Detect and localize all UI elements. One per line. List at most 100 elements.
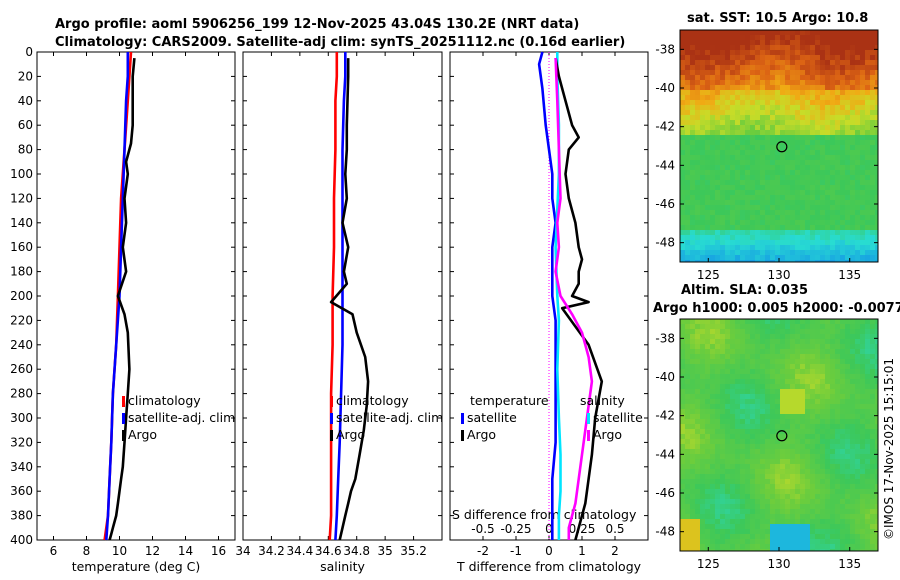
map-cell bbox=[785, 544, 791, 550]
map-cell bbox=[795, 404, 801, 410]
map-cell bbox=[850, 464, 856, 470]
map-cell bbox=[685, 205, 691, 211]
map-cell bbox=[740, 464, 746, 470]
map-cell bbox=[690, 354, 696, 360]
map-cell bbox=[760, 260, 766, 262]
map-cell bbox=[855, 399, 861, 405]
map-cell bbox=[845, 429, 851, 435]
y-tick-label: 280 bbox=[10, 387, 33, 401]
map-cell bbox=[860, 339, 866, 345]
map-cell bbox=[770, 255, 776, 261]
map-cell bbox=[840, 230, 846, 236]
map-cell bbox=[685, 30, 691, 36]
map-cell bbox=[820, 414, 826, 420]
map-cell bbox=[860, 190, 866, 196]
map-cell bbox=[800, 434, 806, 440]
map-cell bbox=[860, 479, 866, 485]
map-cell bbox=[735, 205, 741, 211]
map-cell bbox=[855, 210, 861, 216]
map-cell bbox=[715, 80, 721, 86]
map-cell bbox=[840, 135, 846, 141]
map-cell bbox=[870, 30, 876, 36]
map-cell bbox=[755, 130, 761, 136]
map-cell bbox=[870, 210, 876, 216]
map-cell bbox=[875, 225, 878, 231]
map-cell bbox=[710, 409, 716, 415]
map-cell bbox=[695, 524, 701, 530]
map-cell bbox=[830, 419, 836, 425]
map-cell bbox=[750, 255, 756, 261]
map-cell bbox=[775, 110, 781, 116]
x-axis-label: temperature (deg C) bbox=[72, 559, 201, 574]
map-cell bbox=[865, 155, 871, 161]
map-cell bbox=[680, 509, 686, 515]
map-cell bbox=[850, 85, 856, 91]
map-cell bbox=[855, 454, 861, 460]
map-cell bbox=[845, 250, 851, 256]
map-cell bbox=[710, 40, 716, 46]
map-cell bbox=[685, 175, 691, 181]
map-cell bbox=[705, 424, 711, 430]
map-cell bbox=[700, 105, 706, 111]
map-cell bbox=[780, 150, 786, 156]
map-cell bbox=[810, 35, 816, 41]
map-cell bbox=[775, 40, 781, 46]
map-cell bbox=[830, 344, 836, 350]
map-cell bbox=[755, 509, 761, 515]
map-cell bbox=[820, 220, 826, 226]
map-cell bbox=[770, 90, 776, 96]
map-cell bbox=[805, 80, 811, 86]
map-cell bbox=[830, 220, 836, 226]
map-cell bbox=[815, 459, 821, 465]
map-cell bbox=[715, 195, 721, 201]
map-cell bbox=[760, 145, 766, 151]
map-cell bbox=[685, 225, 691, 231]
x-tick-label: 34 bbox=[235, 544, 250, 558]
map-cell bbox=[795, 105, 801, 111]
map-cell bbox=[755, 494, 761, 500]
map-cell bbox=[795, 50, 801, 56]
map-cell bbox=[740, 165, 746, 171]
map-cell bbox=[840, 359, 846, 365]
map-cell bbox=[870, 205, 876, 211]
map-cell bbox=[815, 75, 821, 81]
map-cell bbox=[725, 414, 731, 420]
map-cell bbox=[845, 339, 851, 345]
map-cell bbox=[685, 524, 691, 530]
map-cell bbox=[825, 125, 831, 131]
map-cell bbox=[720, 135, 726, 141]
map-cell bbox=[810, 45, 816, 51]
map-cell bbox=[830, 195, 836, 201]
map-cell bbox=[785, 105, 791, 111]
map-cell bbox=[725, 409, 731, 415]
map-cell bbox=[720, 389, 726, 395]
map-cell bbox=[790, 529, 796, 535]
map-cell bbox=[785, 230, 791, 236]
map-cell bbox=[810, 200, 816, 206]
map-cell bbox=[730, 245, 736, 251]
map-cell bbox=[820, 50, 826, 56]
map-cell bbox=[780, 195, 786, 201]
map-cell bbox=[825, 140, 831, 146]
map-cell bbox=[725, 195, 731, 201]
legend-item-label: climatology bbox=[336, 393, 409, 408]
map-cell bbox=[840, 329, 846, 335]
map-cell bbox=[835, 190, 841, 196]
map-cell bbox=[705, 409, 711, 415]
map-cell bbox=[760, 364, 766, 370]
map-cell bbox=[745, 255, 751, 261]
map-cell bbox=[870, 434, 876, 440]
map-cell bbox=[700, 524, 706, 530]
map-cell bbox=[805, 190, 811, 196]
map-cell bbox=[815, 484, 821, 490]
map-cell bbox=[855, 479, 861, 485]
map-cell bbox=[765, 70, 771, 76]
map-cell bbox=[785, 210, 791, 216]
map-cell bbox=[830, 240, 836, 246]
map-cell bbox=[730, 85, 736, 91]
map-cell bbox=[800, 170, 806, 176]
map-cell bbox=[735, 50, 741, 56]
map-cell bbox=[860, 384, 866, 390]
map-cell bbox=[710, 444, 716, 450]
map-cell bbox=[680, 329, 686, 335]
